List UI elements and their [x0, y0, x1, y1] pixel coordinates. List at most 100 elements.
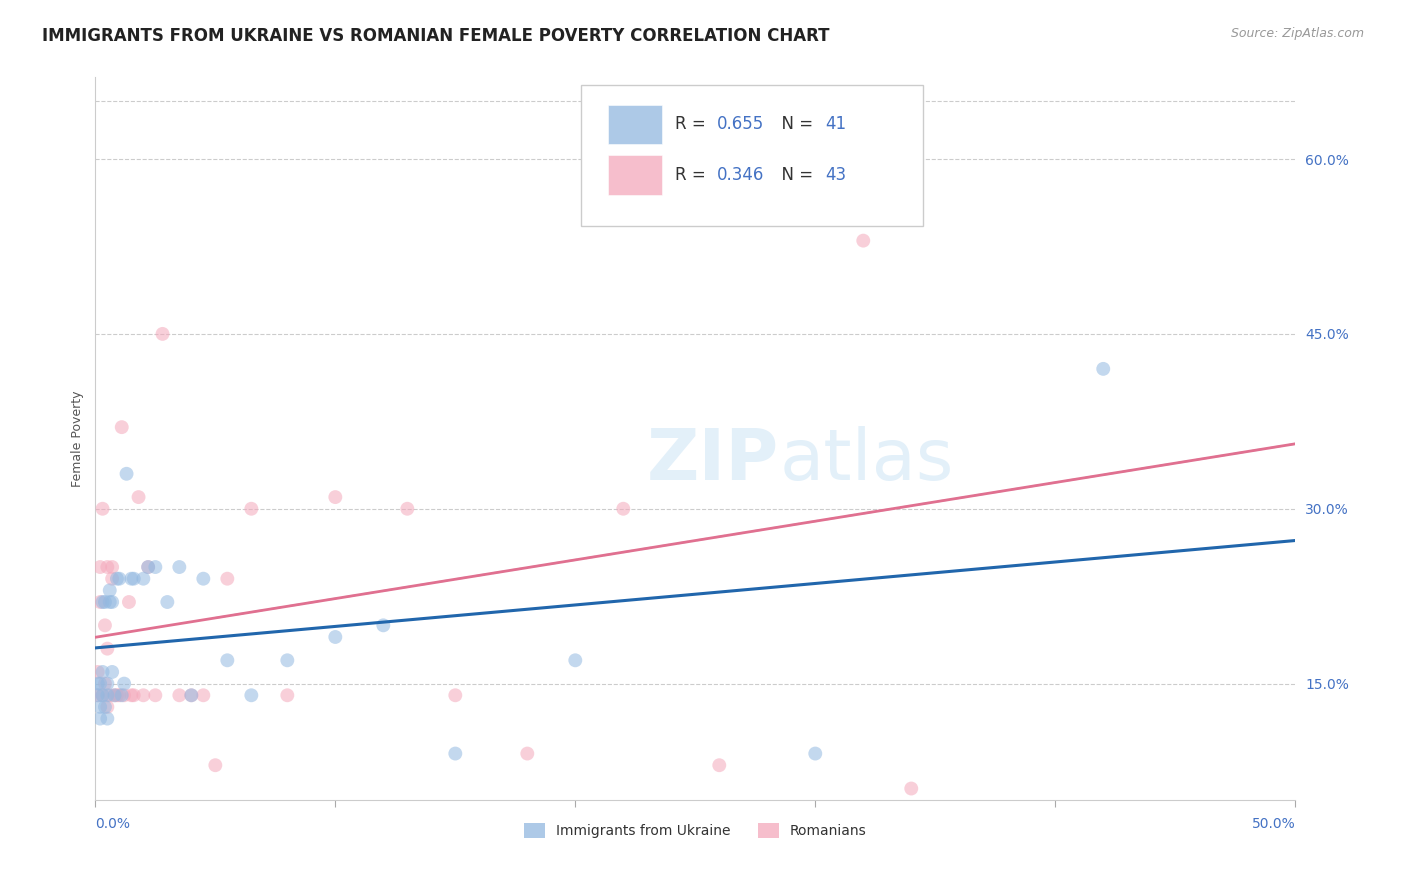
- FancyBboxPatch shape: [607, 104, 662, 145]
- Point: [276, 688, 298, 702]
- Point: [96, 641, 118, 656]
- Point: [128, 490, 150, 504]
- Point: [120, 572, 142, 586]
- Point: [115, 467, 138, 481]
- Point: [94, 700, 117, 714]
- Point: [101, 665, 124, 679]
- Point: [101, 572, 124, 586]
- Point: [89, 595, 111, 609]
- Text: N =: N =: [770, 166, 818, 184]
- Point: [87, 688, 110, 702]
- Point: [564, 653, 586, 667]
- Point: [118, 595, 141, 609]
- Point: [169, 688, 191, 702]
- Point: [94, 676, 117, 690]
- Point: [91, 688, 114, 702]
- Point: [120, 688, 142, 702]
- Point: [1092, 362, 1115, 376]
- Point: [516, 747, 538, 761]
- Point: [444, 688, 467, 702]
- Point: [217, 653, 239, 667]
- FancyBboxPatch shape: [607, 155, 662, 194]
- Text: 43: 43: [825, 166, 846, 184]
- Text: 0.346: 0.346: [717, 166, 765, 184]
- Text: 0.655: 0.655: [717, 115, 763, 134]
- Point: [804, 747, 827, 761]
- Point: [143, 688, 166, 702]
- Text: 50.0%: 50.0%: [1251, 817, 1295, 831]
- Point: [136, 560, 159, 574]
- Legend: Immigrants from Ukraine, Romanians: Immigrants from Ukraine, Romanians: [519, 818, 872, 844]
- Text: R =: R =: [675, 166, 711, 184]
- Point: [105, 688, 128, 702]
- Point: [96, 560, 118, 574]
- Point: [156, 595, 179, 609]
- Point: [373, 618, 395, 632]
- Point: [900, 781, 922, 796]
- Text: R =: R =: [675, 115, 711, 134]
- FancyBboxPatch shape: [581, 85, 924, 226]
- Point: [103, 688, 125, 702]
- Text: Source: ZipAtlas.com: Source: ZipAtlas.com: [1230, 27, 1364, 40]
- Point: [780, 187, 803, 202]
- Point: [87, 665, 110, 679]
- Point: [152, 326, 174, 341]
- Point: [112, 688, 135, 702]
- Text: N =: N =: [770, 115, 818, 134]
- Text: atlas: atlas: [779, 426, 953, 495]
- Y-axis label: Female Poverty: Female Poverty: [72, 391, 84, 487]
- Point: [94, 618, 117, 632]
- Point: [91, 595, 114, 609]
- Point: [217, 572, 239, 586]
- Point: [111, 688, 134, 702]
- Point: [87, 688, 110, 702]
- Point: [108, 572, 131, 586]
- Point: [193, 572, 215, 586]
- Point: [111, 420, 134, 434]
- Point: [276, 653, 298, 667]
- Point: [709, 758, 731, 772]
- Point: [180, 688, 202, 702]
- Point: [98, 688, 121, 702]
- Point: [240, 688, 263, 702]
- Text: 0.0%: 0.0%: [96, 817, 131, 831]
- Point: [96, 712, 118, 726]
- Point: [444, 747, 467, 761]
- Point: [89, 560, 111, 574]
- Point: [323, 490, 346, 504]
- Point: [122, 572, 145, 586]
- Point: [112, 676, 135, 690]
- Point: [136, 560, 159, 574]
- Point: [91, 501, 114, 516]
- Point: [105, 572, 128, 586]
- Point: [852, 234, 875, 248]
- Point: [180, 688, 202, 702]
- Text: 41: 41: [825, 115, 846, 134]
- Point: [101, 595, 124, 609]
- Point: [91, 688, 114, 702]
- Point: [122, 688, 145, 702]
- Point: [98, 595, 121, 609]
- Point: [96, 700, 118, 714]
- Point: [98, 583, 121, 598]
- Point: [108, 688, 131, 702]
- Point: [89, 712, 111, 726]
- Point: [169, 560, 191, 574]
- Point: [396, 501, 419, 516]
- Point: [193, 688, 215, 702]
- Point: [96, 676, 118, 690]
- Point: [132, 688, 155, 702]
- Text: IMMIGRANTS FROM UKRAINE VS ROMANIAN FEMALE POVERTY CORRELATION CHART: IMMIGRANTS FROM UKRAINE VS ROMANIAN FEMA…: [42, 27, 830, 45]
- Point: [204, 758, 226, 772]
- Point: [143, 560, 166, 574]
- Point: [89, 676, 111, 690]
- Point: [132, 572, 155, 586]
- Point: [91, 665, 114, 679]
- Point: [89, 700, 111, 714]
- Point: [94, 595, 117, 609]
- Point: [87, 676, 110, 690]
- Point: [240, 501, 263, 516]
- Point: [323, 630, 346, 644]
- Text: ZIP: ZIP: [647, 426, 779, 495]
- Point: [101, 560, 124, 574]
